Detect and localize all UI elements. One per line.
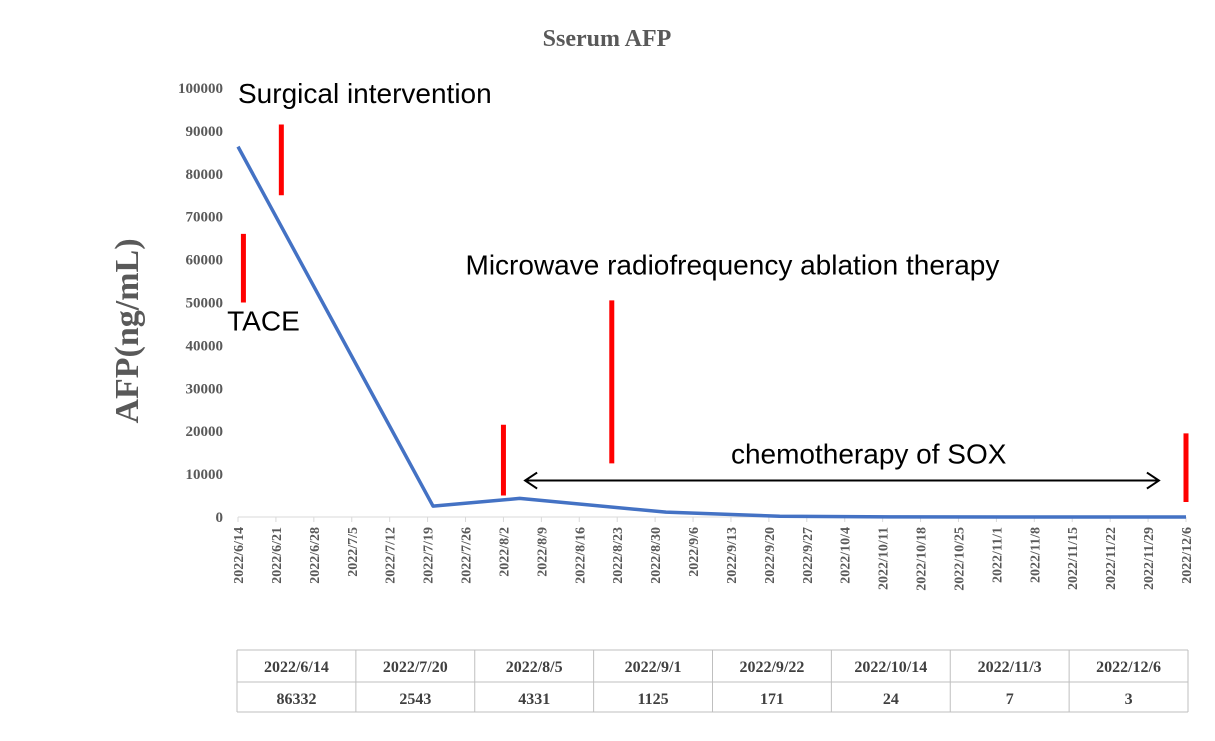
table-header-cell: 2022/9/22 bbox=[739, 659, 804, 676]
y-tick-label: 80000 bbox=[186, 167, 224, 183]
y-tick-label: 30000 bbox=[186, 381, 224, 397]
table-value-cell: 1125 bbox=[638, 691, 669, 708]
y-tick-label: 70000 bbox=[186, 210, 224, 226]
y-axis-label: AFP(ng/mL) bbox=[109, 238, 146, 423]
x-tick-label: 2022/7/12 bbox=[384, 527, 399, 584]
series-group bbox=[236, 145, 1187, 519]
annotation-label: chemotherapy of SOX bbox=[731, 438, 1007, 469]
x-tick-label: 2022/8/2 bbox=[497, 527, 512, 577]
y-tick-label: 10000 bbox=[186, 467, 224, 483]
y-tick-label: 100000 bbox=[178, 81, 223, 97]
x-tick-label: 2022/8/9 bbox=[535, 527, 550, 577]
arrow-head-right bbox=[1146, 471, 1161, 490]
y-tick-label: 60000 bbox=[186, 253, 224, 269]
table-value-cell: 4331 bbox=[518, 691, 550, 708]
x-tick-label: 2022/10/4 bbox=[839, 527, 854, 584]
table-header-cell: 2022/11/3 bbox=[978, 659, 1042, 676]
x-tick-label: 2022/8/23 bbox=[611, 527, 626, 584]
x-tick-label: 2022/7/19 bbox=[422, 527, 437, 584]
x-tick-label: 2022/11/22 bbox=[1104, 527, 1119, 590]
x-tick-label: 2022/6/28 bbox=[308, 527, 323, 584]
x-tick-label: 2022/8/30 bbox=[649, 527, 664, 584]
annotation-label: Surgical intervention bbox=[238, 78, 492, 109]
annotation-label: TACE bbox=[227, 305, 300, 336]
y-tick-label: 50000 bbox=[186, 296, 224, 312]
table-header-cell: 2022/12/6 bbox=[1096, 659, 1161, 676]
annotation-label: Microwave radiofrequency ablation therap… bbox=[466, 250, 1000, 281]
x-tick-label: 2022/9/13 bbox=[725, 527, 740, 584]
event-markers bbox=[240, 124, 1189, 502]
table-header-cell: 2022/9/1 bbox=[625, 659, 682, 676]
arrow-head-left bbox=[523, 471, 538, 490]
x-tick-label: 2022/9/20 bbox=[763, 527, 778, 584]
y-tick-label: 40000 bbox=[186, 338, 224, 354]
x-tick-label: 2022/10/11 bbox=[877, 527, 892, 590]
afp-series-line bbox=[236, 145, 1187, 519]
x-tick-label: 2022/7/5 bbox=[346, 527, 361, 577]
x-tick-label: 2022/10/18 bbox=[915, 527, 930, 591]
table-header-cell: 2022/10/14 bbox=[854, 659, 927, 676]
x-tick-label: 2022/11/15 bbox=[1066, 527, 1081, 590]
y-tick-label: 90000 bbox=[186, 124, 224, 140]
x-tick-label: 2022/11/8 bbox=[1028, 527, 1043, 583]
table-header-cell: 2022/8/5 bbox=[506, 659, 563, 676]
x-tick-label: 2022/12/6 bbox=[1180, 527, 1195, 584]
annotations: Surgical intervention TACE Microwave radio… bbox=[227, 78, 1007, 469]
x-tick-label: 2022/6/21 bbox=[270, 527, 285, 584]
y-axis: 0 10000 20000 30000 40000 50000 60000 70000 8000… bbox=[178, 81, 223, 526]
x-tick-label: 2022/11/1 bbox=[990, 527, 1005, 583]
table-header-cell: 2022/7/20 bbox=[383, 659, 448, 676]
x-tick-label: 2022/11/29 bbox=[1142, 527, 1157, 590]
table-value-cell: 171 bbox=[760, 691, 784, 708]
table-header-cell: 2022/6/14 bbox=[264, 659, 329, 676]
data-table: 2022/6/14 2022/7/20 2022/8/5 2022/9/1 2022/9… bbox=[236, 649, 1189, 713]
x-tick-label: 2022/9/27 bbox=[801, 527, 816, 584]
range-arrow-group bbox=[523, 471, 1161, 490]
y-tick-label: 20000 bbox=[186, 424, 224, 440]
chart-title: Sserum AFP bbox=[543, 26, 672, 52]
x-tick-label: 2022/8/16 bbox=[573, 527, 588, 584]
x-tick-label: 2022/6/14 bbox=[232, 527, 247, 584]
table-value-cell: 86332 bbox=[276, 691, 316, 708]
x-tick-label: 2022/9/6 bbox=[687, 527, 702, 577]
table-value-cell: 3 bbox=[1125, 691, 1133, 708]
table-value-cell: 2543 bbox=[399, 691, 431, 708]
x-tick-label: 2022/7/26 bbox=[460, 527, 475, 584]
y-tick-label: 0 bbox=[216, 510, 224, 526]
table-value-cell: 7 bbox=[1006, 691, 1014, 708]
x-tick-label: 2022/10/25 bbox=[952, 527, 967, 591]
table-value-cell: 24 bbox=[883, 691, 899, 708]
x-axis: 2022/6/14 2022/6/21 2022/6/28 2022/7/5 2022/… bbox=[232, 516, 1195, 591]
